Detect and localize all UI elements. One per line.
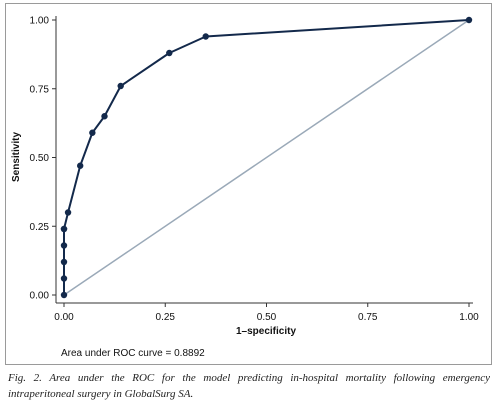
roc-point xyxy=(117,82,124,90)
roc-point xyxy=(77,162,84,169)
x-tick-label: 0.50 xyxy=(257,312,277,323)
y-tick-label: 1.00 xyxy=(30,16,50,27)
roc-point xyxy=(60,225,68,233)
roc-point xyxy=(60,258,68,266)
roc-point xyxy=(89,129,96,136)
roc-chart: 0.00 0.25 0.50 0.75 1.00 0.00 0.25 0.50 0.75 1.00… xyxy=(11,16,480,360)
reference-diagonal-line xyxy=(63,19,470,296)
y-axis-title: Sensitivity xyxy=(11,132,22,182)
roc-point xyxy=(202,33,209,40)
plot-frame xyxy=(5,3,492,365)
roc-point xyxy=(166,49,173,57)
roc-curve-layer xyxy=(60,16,473,299)
figure-caption: Fig. 2. Area under the ROC for the model… xyxy=(8,372,490,400)
x-tick-label: 0.25 xyxy=(156,312,176,323)
roc-point xyxy=(101,113,108,120)
roc-point xyxy=(465,16,473,24)
roc-point xyxy=(60,291,68,299)
x-tick-label: 0.75 xyxy=(358,312,378,323)
auc-annotation: Area under ROC curve = 0.8892 xyxy=(61,348,205,359)
y-tick-label: 0.00 xyxy=(30,291,50,302)
x-axis-title: 1–specificity xyxy=(236,326,296,337)
reference-line-layer xyxy=(63,19,470,296)
x-tick-label: 1.00 xyxy=(459,312,479,323)
y-tick-label: 0.25 xyxy=(30,222,50,233)
y-tick-label: 0.50 xyxy=(30,153,50,164)
roc-point xyxy=(60,242,68,249)
axes: 0.00 0.25 0.50 0.75 1.00 0.00 0.25 0.50 0.75 1.00 xyxy=(30,16,480,324)
roc-point xyxy=(60,275,68,282)
y-tick-label: 0.75 xyxy=(30,84,50,95)
x-tick-label: 0.00 xyxy=(54,312,74,323)
roc-point xyxy=(64,209,72,216)
